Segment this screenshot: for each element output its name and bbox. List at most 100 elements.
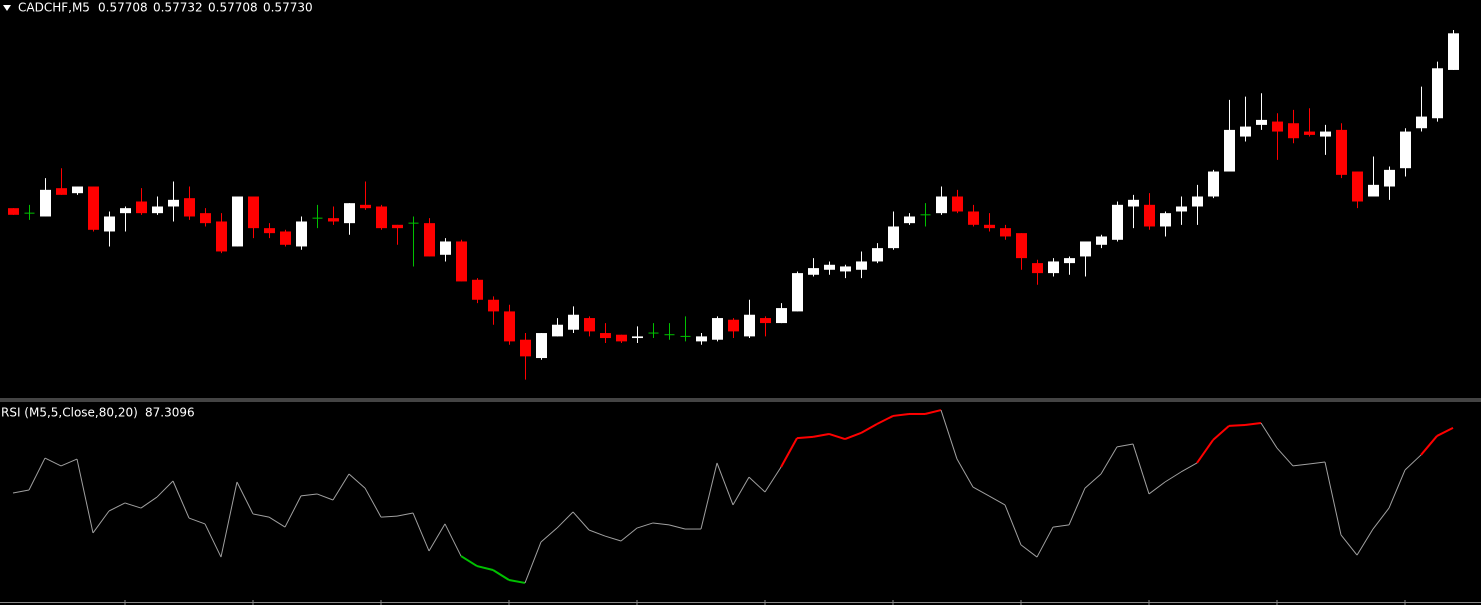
candle-body xyxy=(1048,261,1059,274)
candle-body xyxy=(1096,236,1107,245)
candle-body xyxy=(1032,263,1043,274)
menu-arrow[interactable] xyxy=(3,5,11,11)
rsi-segment xyxy=(92,510,110,534)
rsi-value: 87.3096 xyxy=(145,406,195,420)
rsi-segment xyxy=(492,569,510,581)
candle-body xyxy=(1368,184,1379,197)
rsi-segment xyxy=(124,502,142,509)
rsi-segment xyxy=(1228,423,1246,427)
candle-body xyxy=(1144,204,1155,227)
candle-body xyxy=(152,206,163,214)
rsi-segment xyxy=(860,423,878,434)
rsi-segment xyxy=(1308,461,1326,465)
candle-body xyxy=(536,333,547,359)
candle-body xyxy=(840,266,851,272)
rsi-segment xyxy=(892,412,910,417)
candle-body xyxy=(424,223,435,257)
candle-body xyxy=(1208,171,1219,197)
candle-body xyxy=(984,224,995,229)
rsi-segment xyxy=(1100,446,1118,475)
rsi-segment xyxy=(140,496,158,509)
candle-body xyxy=(232,196,243,247)
candle-body xyxy=(584,318,595,332)
rsi-segment xyxy=(604,535,622,542)
candle-body xyxy=(776,308,787,324)
rsi-segment xyxy=(1388,469,1406,509)
rsi-segment xyxy=(380,515,398,518)
rsi-segment xyxy=(364,487,382,518)
candle-body xyxy=(760,318,771,324)
candle-body xyxy=(488,299,499,312)
rsi-segment xyxy=(796,435,814,440)
rsi-segment xyxy=(108,502,126,512)
candle-body xyxy=(1240,126,1251,137)
candle-body xyxy=(632,336,643,339)
rsi-segment xyxy=(1244,421,1262,426)
rsi-segment xyxy=(764,466,782,493)
candle-body xyxy=(568,314,579,330)
rsi-segment xyxy=(1212,425,1230,441)
candle-body xyxy=(328,218,339,222)
rsi-segment xyxy=(396,512,414,517)
candle-body xyxy=(1000,228,1011,237)
candle-body xyxy=(168,199,179,207)
rsi-segment xyxy=(1404,454,1422,471)
candle-body xyxy=(552,324,563,337)
candle-body xyxy=(1304,131,1315,135)
candle-body xyxy=(280,231,291,245)
rsi-segment xyxy=(924,409,942,415)
candle-body xyxy=(1160,213,1171,227)
rsi-segment xyxy=(748,476,766,493)
candle-body xyxy=(616,334,627,342)
candle-body xyxy=(200,213,211,224)
rsi-segment xyxy=(172,480,190,519)
candle-body xyxy=(952,196,963,212)
rsi-segment xyxy=(940,409,958,460)
rsi-segment xyxy=(556,511,574,529)
rsi-segment xyxy=(476,565,494,571)
rsi-title: RSI (M5,5,Close,80,20) xyxy=(1,406,138,420)
candle-body xyxy=(360,204,371,209)
rsi-segment xyxy=(60,458,78,467)
rsi-segment xyxy=(252,513,270,518)
rsi-segment xyxy=(1276,447,1294,467)
candle-body xyxy=(1448,33,1459,70)
time-ticks xyxy=(124,600,1406,605)
candle-body xyxy=(504,311,515,342)
candle-body xyxy=(712,318,723,340)
candle-body xyxy=(1416,116,1427,129)
rsi-segment xyxy=(220,481,238,558)
rsi-segment xyxy=(620,527,638,542)
rsi-segment xyxy=(188,517,206,525)
candle-body xyxy=(872,248,883,262)
rsi-segment xyxy=(780,437,798,468)
candle-body xyxy=(1432,68,1443,119)
rsi-segment xyxy=(204,523,222,558)
rsi-segment xyxy=(668,524,686,530)
rsi-segment xyxy=(428,523,446,552)
rsi-segment xyxy=(956,458,974,488)
candle-body xyxy=(1400,131,1411,169)
rsi-segment xyxy=(588,529,606,537)
rsi-segment xyxy=(1292,463,1310,467)
candle-body xyxy=(1384,169,1395,187)
candle-body xyxy=(296,221,307,247)
rsi-segment xyxy=(12,489,30,494)
rsi-segment xyxy=(332,473,350,501)
rsi-segment xyxy=(412,512,430,552)
candle-body xyxy=(792,273,803,312)
candle-body xyxy=(728,319,739,332)
high-label: 0.57732 xyxy=(153,1,203,15)
candle-body xyxy=(1064,258,1075,264)
candle-body xyxy=(472,279,483,300)
rsi-segment xyxy=(316,493,334,501)
candle-body xyxy=(1112,204,1123,240)
candle-body xyxy=(1288,123,1299,139)
rsi-segment xyxy=(1260,422,1278,449)
candle-body xyxy=(104,216,115,232)
candle-body xyxy=(968,211,979,225)
rsi-segment xyxy=(652,522,670,526)
rsi-segment xyxy=(300,493,318,497)
candle-body xyxy=(1192,196,1203,207)
